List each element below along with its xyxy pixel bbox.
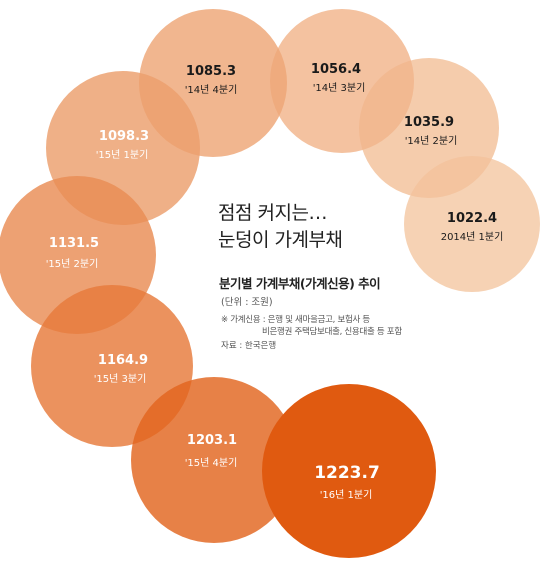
note-line-1: ※ 가계신용 : 은행 및 새마을금고, 보험사 등 bbox=[221, 315, 370, 325]
bubble-period-label: '15년 1분기 bbox=[96, 149, 149, 161]
bubble-value-label: 1203.1 bbox=[187, 433, 237, 448]
bubble-value-label: 1035.9 bbox=[404, 115, 454, 130]
chart-title-line-2: 눈덩이 가계부채 bbox=[218, 229, 343, 251]
bubble-period-label: '14년 3분기 bbox=[313, 82, 366, 94]
bubble-value-label: 1164.9 bbox=[98, 353, 148, 368]
definition-note: ※ 가계신용 : 은행 및 새마을금고, 보험사 등 비은행권 주택담보대출, … bbox=[221, 314, 402, 338]
bubble-period-label: '15년 3분기 bbox=[94, 373, 147, 385]
bubble-value-label: 1022.4 bbox=[447, 211, 497, 226]
unit-label: (단위 : 조원) bbox=[221, 297, 273, 308]
bubble-9 bbox=[262, 384, 436, 558]
bubble-period-label: '16년 1분기 bbox=[320, 489, 373, 501]
bubble-value-label: 1098.3 bbox=[99, 129, 149, 144]
bubble-value-label: 1056.4 bbox=[311, 62, 361, 77]
chart-title: 점점 커지는… 눈덩이 가계부채 bbox=[218, 200, 343, 254]
bubble-period-label: '14년 2분기 bbox=[405, 135, 458, 147]
bubble-3 bbox=[270, 9, 414, 153]
chart-title-line-1: 점점 커지는… bbox=[218, 202, 327, 224]
bubble-value-label: 1131.5 bbox=[49, 236, 99, 251]
chart-subtitle: 분기별 가계부채(가계신용) 추이 bbox=[219, 276, 381, 291]
bubble-period-label: '14년 4분기 bbox=[185, 84, 238, 96]
bubble-value-label: 1085.3 bbox=[186, 64, 236, 79]
bubble-period-label: 2014년 1분기 bbox=[441, 231, 504, 243]
bubble-period-label: '15년 2분기 bbox=[46, 258, 99, 270]
bubble-8 bbox=[131, 377, 297, 543]
source-note: 자료 : 한국은행 bbox=[221, 341, 277, 351]
bubble-period-label: '15년 4분기 bbox=[185, 457, 238, 469]
bubble-value-label: 1223.7 bbox=[314, 463, 380, 483]
note-line-2: 비은행권 주택담보대출, 신용대출 등 포함 bbox=[262, 327, 402, 337]
